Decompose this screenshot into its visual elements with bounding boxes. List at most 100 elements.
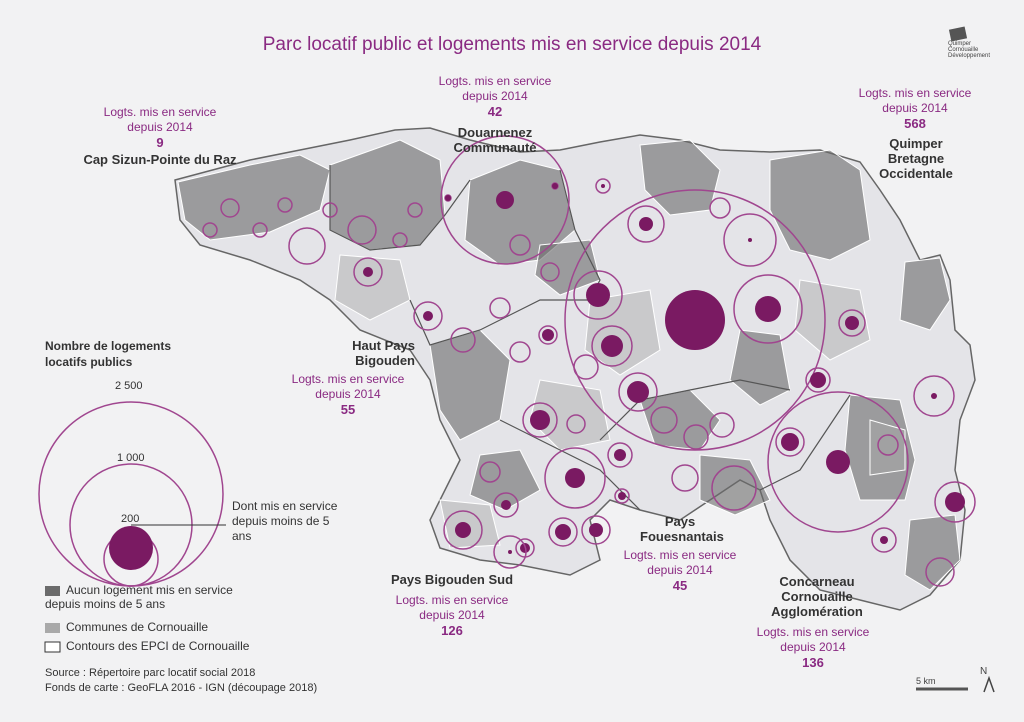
recent-units-dot <box>755 296 781 322</box>
epci-concarneau-name: Concarneau Cornouaille Agglomération <box>762 574 872 619</box>
stock-circle <box>877 434 899 456</box>
stock-circle <box>733 274 803 344</box>
stock-circle <box>443 510 483 550</box>
stock-circle <box>538 325 558 345</box>
stock-circle <box>871 527 897 553</box>
epci-pays-bigouden-sud: Pays Bigouden Sud Logts. mis en service … <box>382 572 522 638</box>
recent-units-dot <box>552 183 558 189</box>
stock-circle <box>413 301 443 331</box>
epci-name: Concarneau Cornouaille Agglomération <box>771 574 863 619</box>
epci-haut-pays-bigouden: Haut Pays Bigouden <box>295 338 415 368</box>
epci-value: 55 <box>340 402 356 417</box>
recent-units-dot <box>445 195 451 201</box>
recent-units-dot <box>565 468 585 488</box>
stock-circle <box>493 492 519 518</box>
recent-units-dot <box>601 335 623 357</box>
stock-circle <box>614 488 630 504</box>
stock-circle <box>650 406 678 434</box>
logo-text-1: Quimper <box>948 41 972 47</box>
recent-units-dot <box>665 290 725 350</box>
stock-circle <box>347 215 377 245</box>
recent-units-dot <box>931 393 937 399</box>
stock-circle <box>775 427 805 457</box>
legend-key-communes: Communes de Cornouaille <box>45 620 208 634</box>
recent-units-dot <box>781 433 799 451</box>
epci-name: Haut Pays Bigouden <box>352 338 415 368</box>
stock-circle <box>564 189 826 451</box>
recent-units-dot <box>627 381 649 403</box>
source-notes: Source : Répertoire parc locatif social … <box>45 666 317 696</box>
epci-cap-sizun: Logts. mis en service depuis 2014 9 Cap … <box>80 105 240 167</box>
stock-circle <box>252 222 268 238</box>
recent-units-dot <box>363 267 373 277</box>
recent-units-dot <box>810 372 826 388</box>
recent-units-dot <box>501 500 511 510</box>
recent-units-dot <box>880 536 888 544</box>
legend-size-1000: 1 000 <box>117 452 145 464</box>
epci-name: Douarnenez Communauté <box>453 125 537 155</box>
logo-mark <box>948 26 968 42</box>
key-label: Communes de Cornouaille <box>66 620 209 634</box>
legend-size-200: 200 <box>121 513 140 525</box>
north-label: N <box>980 666 988 677</box>
epci-haut-pays-bigouden-value: Logts. mis en service depuis 2014 55 <box>288 372 408 417</box>
qcd-logo: Quimper Cornouaille Développement <box>946 26 992 59</box>
recent-units-dot <box>826 450 850 474</box>
stock-circle <box>618 372 658 412</box>
stock-circle <box>493 535 527 569</box>
stock-circle <box>392 232 408 248</box>
stock-circle <box>540 262 560 282</box>
stock-circle <box>522 402 558 438</box>
stock-circle <box>607 442 633 468</box>
stock-circle <box>573 270 623 320</box>
stock-circle <box>544 447 606 509</box>
stock-circle <box>407 202 423 218</box>
epci-head: Logts. mis en service depuis 2014 <box>438 74 552 103</box>
recent-units-dot <box>555 524 571 540</box>
legend-inner-circle <box>109 526 153 570</box>
recent-units-dot <box>618 492 626 500</box>
key-swatch <box>45 622 60 633</box>
recent-units-dot <box>530 410 550 430</box>
stock-circle <box>581 515 611 545</box>
recent-units-dot <box>601 184 605 188</box>
stock-circle <box>671 464 699 492</box>
north-arrow <box>983 675 995 693</box>
recent-units-dot <box>614 449 626 461</box>
epci-name: Cap Sizun-Pointe du Raz <box>83 152 237 167</box>
stock-circle <box>566 414 586 434</box>
epci-value: 568 <box>904 116 926 131</box>
stock-circle <box>353 257 383 287</box>
recent-units-dot <box>496 191 514 209</box>
recent-units-dot <box>542 329 554 341</box>
stock-circle <box>595 178 611 194</box>
stock-circle <box>709 197 731 219</box>
stock-circle <box>709 412 735 438</box>
epci-name: Quimper Bretagne Occidentale <box>879 136 953 181</box>
recent-units-dot <box>455 522 471 538</box>
epci-concarneau-value: Logts. mis en service depuis 2014 136 <box>748 625 878 670</box>
epci-value: 136 <box>802 655 824 670</box>
logo-text-3: Développement <box>948 53 991 59</box>
stock-circle <box>573 354 599 380</box>
stock-circle <box>509 341 531 363</box>
key-label: Aucun logement mis en service depuis moi… <box>45 583 233 611</box>
epci-value: 9 <box>156 135 164 150</box>
stock-circle <box>509 234 531 256</box>
recent-units-dot <box>508 550 512 554</box>
stock-circle <box>683 424 709 450</box>
stock-circle <box>288 227 326 265</box>
legend-size-2500: 2 500 <box>115 380 143 392</box>
stock-circle <box>277 197 293 213</box>
epci-head: Logts. mis en service depuis 2014 <box>858 86 972 115</box>
stock-circle <box>767 391 909 533</box>
stock-circle <box>450 327 476 353</box>
legend-title: Nombre de logements locatifs publics <box>45 339 172 369</box>
stock-circle <box>925 557 955 587</box>
recent-units-dot <box>748 238 752 242</box>
stock-circle <box>548 517 578 547</box>
epci-pays-fouesnantais-name: Pays Fouesnantais <box>640 514 724 544</box>
basemap-line: Fonds de carte : GeoFLA 2016 - IGN (déco… <box>45 682 318 694</box>
epci-name: Pays Fouesnantais <box>640 514 724 544</box>
stock-circle <box>479 461 501 483</box>
